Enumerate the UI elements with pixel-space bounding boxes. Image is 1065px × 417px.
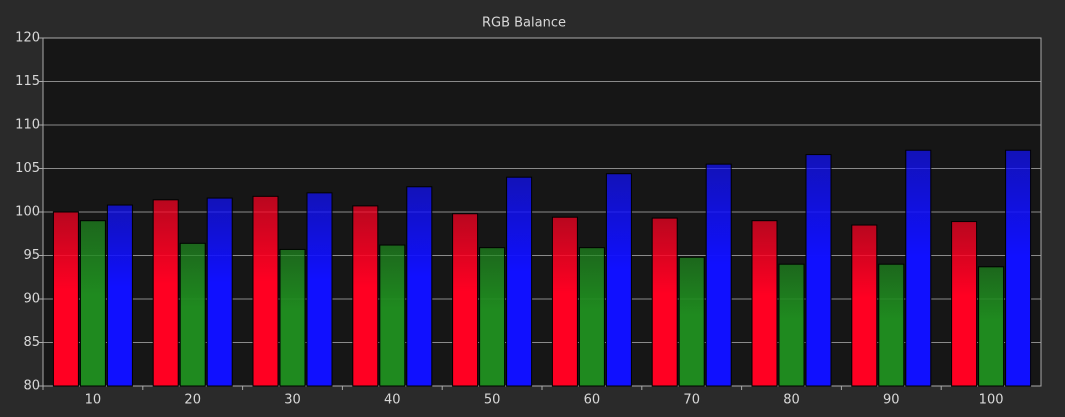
bar [551, 216, 578, 387]
y-tick-label: 90 [23, 292, 40, 307]
chart-title: RGB Balance [482, 16, 566, 31]
bar [978, 266, 1005, 387]
x-tick-label: 30 [284, 393, 301, 408]
bar [705, 163, 732, 387]
bar [578, 247, 605, 387]
bar [52, 211, 79, 387]
bar [905, 149, 932, 387]
bar [506, 176, 533, 387]
bar [206, 197, 233, 387]
x-tick-label: 10 [85, 393, 102, 408]
bar [406, 186, 433, 387]
bar [352, 205, 379, 387]
bar [452, 213, 479, 387]
bar [751, 220, 778, 387]
bar [152, 199, 179, 387]
bar [805, 154, 832, 387]
x-tick-label: 60 [584, 393, 601, 408]
bar [651, 217, 678, 387]
bar [79, 220, 106, 387]
bar [279, 248, 306, 387]
bar [252, 195, 279, 387]
x-tick-label: 70 [683, 393, 700, 408]
y-tick-label: 105 [15, 161, 40, 176]
x-tick-label: 80 [783, 393, 800, 408]
bar [106, 204, 133, 387]
x-tick-label: 100 [979, 393, 1004, 408]
y-tick-label: 85 [23, 335, 40, 350]
x-tick-label: 50 [484, 393, 501, 408]
y-tick-label: 120 [15, 31, 40, 46]
y-tick-label: 95 [23, 248, 40, 263]
y-tick-label: 80 [23, 379, 40, 394]
bar [379, 244, 406, 387]
bar [778, 263, 805, 387]
bar [605, 173, 632, 387]
bar [1005, 149, 1032, 387]
x-tick-label: 20 [184, 393, 201, 408]
x-tick-label: 90 [883, 393, 900, 408]
y-tick-label: 100 [15, 205, 40, 220]
y-tick-label: 115 [15, 74, 40, 89]
bar [306, 192, 333, 387]
bar [678, 256, 705, 387]
x-tick-label: 40 [384, 393, 401, 408]
bar [479, 247, 506, 387]
bar [851, 224, 878, 387]
bar [951, 221, 978, 387]
y-tick-label: 110 [15, 118, 40, 133]
bar [878, 263, 905, 387]
bar [179, 242, 206, 387]
